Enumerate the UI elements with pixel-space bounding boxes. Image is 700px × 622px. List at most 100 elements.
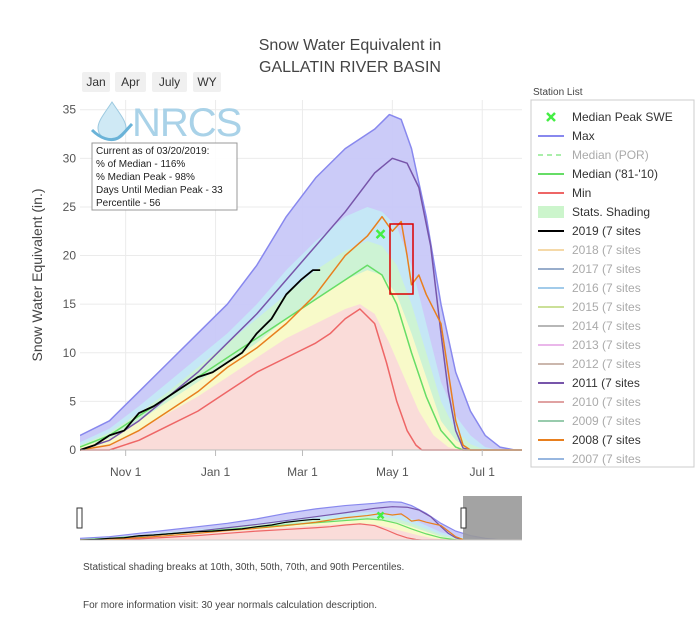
series-line[interactable] xyxy=(80,113,522,451)
legend-label: 2007 (7 sites xyxy=(572,452,641,466)
x-tick-label: Nov 1 xyxy=(110,465,142,479)
legend-label: Median (POR) xyxy=(572,148,649,162)
navigator-mask xyxy=(463,496,522,540)
y-tick-label: 25 xyxy=(63,200,77,214)
legend-label: 2010 (7 sites xyxy=(572,395,641,409)
info-line: % of Median - 116% xyxy=(96,159,185,170)
series-line[interactable] xyxy=(80,157,522,451)
highlight-box xyxy=(389,223,414,295)
legend-label: 2016 (7 sites xyxy=(572,281,641,295)
zoom-button-july[interactable]: July xyxy=(152,72,187,92)
legend-item[interactable]: 2010 (7 sites xyxy=(538,395,641,409)
series-line[interactable] xyxy=(80,269,321,451)
legend-box xyxy=(530,99,695,468)
legend-item[interactable]: Median Peak SWE xyxy=(546,110,673,124)
legend-item[interactable]: 2018 (7 sites xyxy=(538,243,641,257)
band-10-30 xyxy=(80,304,461,450)
info-line: Days Until Median Peak - 33 xyxy=(96,185,223,196)
legend-swatch xyxy=(538,206,564,218)
zoom-buttons: Jan Apr July WY xyxy=(82,72,221,92)
legend-label: Stats. Shading xyxy=(572,205,650,219)
wave-icon xyxy=(90,122,134,142)
zoom-button-label: Apr xyxy=(121,75,140,89)
legend-label: 2014 (7 sites xyxy=(572,319,641,333)
navigator[interactable] xyxy=(76,496,522,541)
x-tick-label: Jul 1 xyxy=(470,465,496,479)
y-tick-label: 0 xyxy=(69,443,76,457)
info-line: % Median Peak - 98% xyxy=(96,172,195,183)
legend-item[interactable]: Max xyxy=(538,129,595,143)
legend-item[interactable]: 2019 (7 sites xyxy=(538,224,641,238)
zoom-button-wy[interactable]: WY xyxy=(193,72,221,92)
legend-item[interactable]: Median (POR) xyxy=(538,148,649,162)
y-tick-label: 30 xyxy=(63,151,77,165)
zoom-button-jan[interactable]: Jan xyxy=(82,72,110,92)
legend-marker xyxy=(546,112,556,122)
x-tick-label: Mar 1 xyxy=(287,465,318,479)
footnote-info[interactable]: For more information visit: 30 year norm… xyxy=(83,600,378,611)
legend-item[interactable]: 2009 (7 sites xyxy=(538,414,641,428)
legend-label: Median Peak SWE xyxy=(572,110,673,124)
y-tick-label: 10 xyxy=(63,346,77,360)
nav-series-line xyxy=(80,512,522,540)
y-tick-label: 35 xyxy=(63,103,77,117)
legend-item[interactable]: 2007 (7 sites xyxy=(538,452,641,466)
legend-label: 2018 (7 sites xyxy=(572,243,641,257)
nav-band-10-30 xyxy=(80,523,461,540)
legend-label: 2015 (7 sites xyxy=(572,300,641,314)
legend-label: 2011 (7 sites xyxy=(572,376,640,390)
y-axis-label: Snow Water Equivalent (in.) xyxy=(29,189,45,362)
legend-item[interactable]: Median ('81-'10) xyxy=(538,167,658,181)
legend-item[interactable]: 2008 (7 sites xyxy=(538,433,641,447)
legend-title: Station List xyxy=(533,87,583,98)
y-tick-label: 20 xyxy=(63,249,77,263)
legend-item[interactable]: Stats. Shading xyxy=(538,205,650,219)
legend-label: 2019 (7 sites xyxy=(572,224,641,238)
x-axis: Nov 1 Jan 1 Mar 1 May 1 Jul 1 xyxy=(80,449,522,479)
peak-x-stroke xyxy=(375,229,386,240)
y-tick-label: 5 xyxy=(69,394,76,408)
footnote-shading: Statistical shading breaks at 10th, 30th… xyxy=(83,562,405,573)
navigator-handle-right[interactable] xyxy=(460,507,467,529)
legend-item[interactable]: 2014 (7 sites xyxy=(538,319,641,333)
legend-label: 2013 (7 sites xyxy=(572,338,641,352)
legend-label: Min xyxy=(572,186,591,200)
chart-title: Snow Water Equivalent in xyxy=(259,37,442,54)
series-line[interactable] xyxy=(80,215,522,451)
legend: Median Peak SWE Max Median (POR) Median ('8… xyxy=(538,110,673,466)
y-tick-label: 15 xyxy=(63,297,77,311)
chart-subtitle: GALLATIN RIVER BASIN xyxy=(259,59,441,76)
nrcs-logo: NRCS xyxy=(90,101,242,145)
nav-series-line xyxy=(80,518,321,540)
legend-item[interactable]: 2015 (7 sites xyxy=(538,300,641,314)
legend-label: 2017 (7 sites xyxy=(572,262,641,276)
zoom-button-label: Jan xyxy=(86,75,105,89)
legend-label: Max xyxy=(572,129,595,143)
legend-label: 2012 (7 sites xyxy=(572,357,641,371)
legend-item[interactable]: 2016 (7 sites xyxy=(538,281,641,295)
legend-label: 2008 (7 sites xyxy=(572,433,641,447)
series-lines xyxy=(80,113,522,451)
legend-item[interactable]: 2011 (7 sites xyxy=(538,376,640,390)
info-line: Percentile - 56 xyxy=(96,198,161,209)
y-axis: 0 5 10 15 20 25 30 35 xyxy=(63,103,77,457)
series-line[interactable] xyxy=(80,308,522,451)
x-tick-label: May 1 xyxy=(376,465,409,479)
legend-item[interactable]: 2013 (7 sites xyxy=(538,338,641,352)
legend-item[interactable]: 2012 (7 sites xyxy=(538,357,641,371)
nav-series-line xyxy=(80,523,522,540)
info-box: Current as of 03/20/2019: % of Median - 1… xyxy=(91,142,238,211)
zoom-button-label: WY xyxy=(197,75,216,89)
median-peak-marker xyxy=(375,229,386,240)
x-tick-label: Jan 1 xyxy=(201,465,231,479)
navigator-handle-left[interactable] xyxy=(76,507,83,529)
zoom-button-apr[interactable]: Apr xyxy=(115,72,146,92)
peak-x-stroke xyxy=(376,511,385,520)
legend-label: 2009 (7 sites xyxy=(572,414,641,428)
info-line: Current as of 03/20/2019: xyxy=(96,146,209,157)
legend-item[interactable]: 2017 (7 sites xyxy=(538,262,641,276)
legend-label: Median ('81-'10) xyxy=(572,167,658,181)
legend-item[interactable]: Min xyxy=(538,186,591,200)
logo-text: NRCS xyxy=(132,101,241,145)
